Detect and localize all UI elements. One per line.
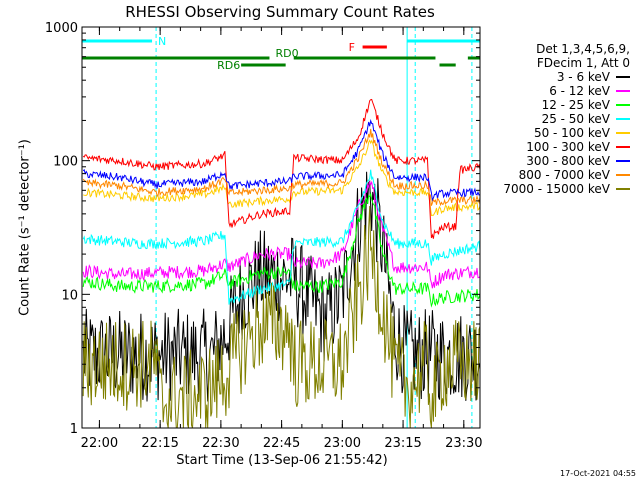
series-line xyxy=(82,192,481,308)
x-axis-label: Start Time (13-Sep-06 21:55:42) xyxy=(176,453,388,468)
legend-entry: 25 - 50 keV xyxy=(503,112,630,126)
legend-swatch xyxy=(616,160,630,162)
x-tick-label: 22:00 xyxy=(81,436,118,451)
x-tick-label: 23:30 xyxy=(445,436,482,451)
series-line xyxy=(82,205,481,429)
legend-entry-label: 25 - 50 keV xyxy=(541,112,610,126)
x-tick-label: 23:15 xyxy=(384,436,421,451)
series-line xyxy=(82,128,481,207)
annotation-layer: N F RD0 RD6 xyxy=(81,27,480,428)
y-axis-label: Count Rate (s⁻¹ detector⁻¹) xyxy=(17,139,33,316)
legend-entry: 6 - 12 keV xyxy=(503,84,630,98)
chart-title: RHESSI Observing Summary Count Rates xyxy=(125,3,435,21)
legend-swatch xyxy=(616,146,630,148)
legend: Det 1,3,4,5,6,9, FDecim 1, Att 0 3 - 6 k… xyxy=(503,42,630,196)
series-line xyxy=(83,139,481,217)
series-line xyxy=(82,118,481,202)
legend-entry: 12 - 25 keV xyxy=(503,98,630,112)
x-tick-label: 23:00 xyxy=(324,436,361,451)
legend-header-line-1: Det 1,3,4,5,6,9, xyxy=(536,42,630,56)
legend-entry-label: 50 - 100 keV xyxy=(533,126,610,140)
legend-swatch xyxy=(616,104,630,106)
series-line xyxy=(82,169,481,305)
legend-entry: 50 - 100 keV xyxy=(503,126,630,140)
legend-swatch xyxy=(616,188,630,190)
x-tick-label: 22:15 xyxy=(141,436,178,451)
y-tick-label: 1000 xyxy=(45,21,78,36)
plot-frame xyxy=(81,26,481,429)
legend-entry: 300 - 800 keV xyxy=(503,154,630,168)
y-tick-label: 10 xyxy=(61,288,78,303)
generation-date: 17-Oct-2021 04:55 xyxy=(560,469,636,478)
axes-layer: 1 10 100 1000 22:00 22:15 22:30 22:45 23:00 23:15… xyxy=(45,21,483,451)
legend-entry-label: 3 - 6 keV xyxy=(556,70,610,84)
series-line xyxy=(82,180,481,289)
legend-entry-label: 300 - 800 keV xyxy=(526,154,610,168)
legend-entry: 800 - 7000 keV xyxy=(503,168,630,182)
series-layer xyxy=(82,98,481,429)
legend-header-line-2: FDecim 1, Att 0 xyxy=(536,56,630,70)
y-tick-label: 1 xyxy=(70,422,78,437)
flare-bar-label: F xyxy=(349,41,355,54)
legend-entry-label: 7000 - 15000 keV xyxy=(503,182,610,196)
legend-swatch xyxy=(616,76,630,78)
rd0-bar-label: RD0 xyxy=(275,47,298,60)
legend-swatch xyxy=(616,132,630,134)
legend-entry-label: 12 - 25 keV xyxy=(541,98,610,112)
legend-swatch xyxy=(616,174,630,176)
x-tick-label: 22:45 xyxy=(263,436,300,451)
y-tick-label: 100 xyxy=(53,155,78,170)
legend-entry-label: 100 - 300 keV xyxy=(526,140,610,154)
legend-swatch xyxy=(616,90,630,92)
legend-entry-label: 800 - 7000 keV xyxy=(518,168,610,182)
legend-entry: 100 - 300 keV xyxy=(503,140,630,154)
rd6-bar-label: RD6 xyxy=(217,59,240,72)
legend-swatch xyxy=(616,118,630,120)
series-line xyxy=(82,98,481,239)
night-bar-label: N xyxy=(158,35,166,48)
legend-entry-label: 6 - 12 keV xyxy=(549,84,610,98)
legend-entry: 3 - 6 keV xyxy=(503,70,630,84)
legend-entry: 7000 - 15000 keV xyxy=(503,182,630,196)
x-tick-label: 22:30 xyxy=(202,436,239,451)
